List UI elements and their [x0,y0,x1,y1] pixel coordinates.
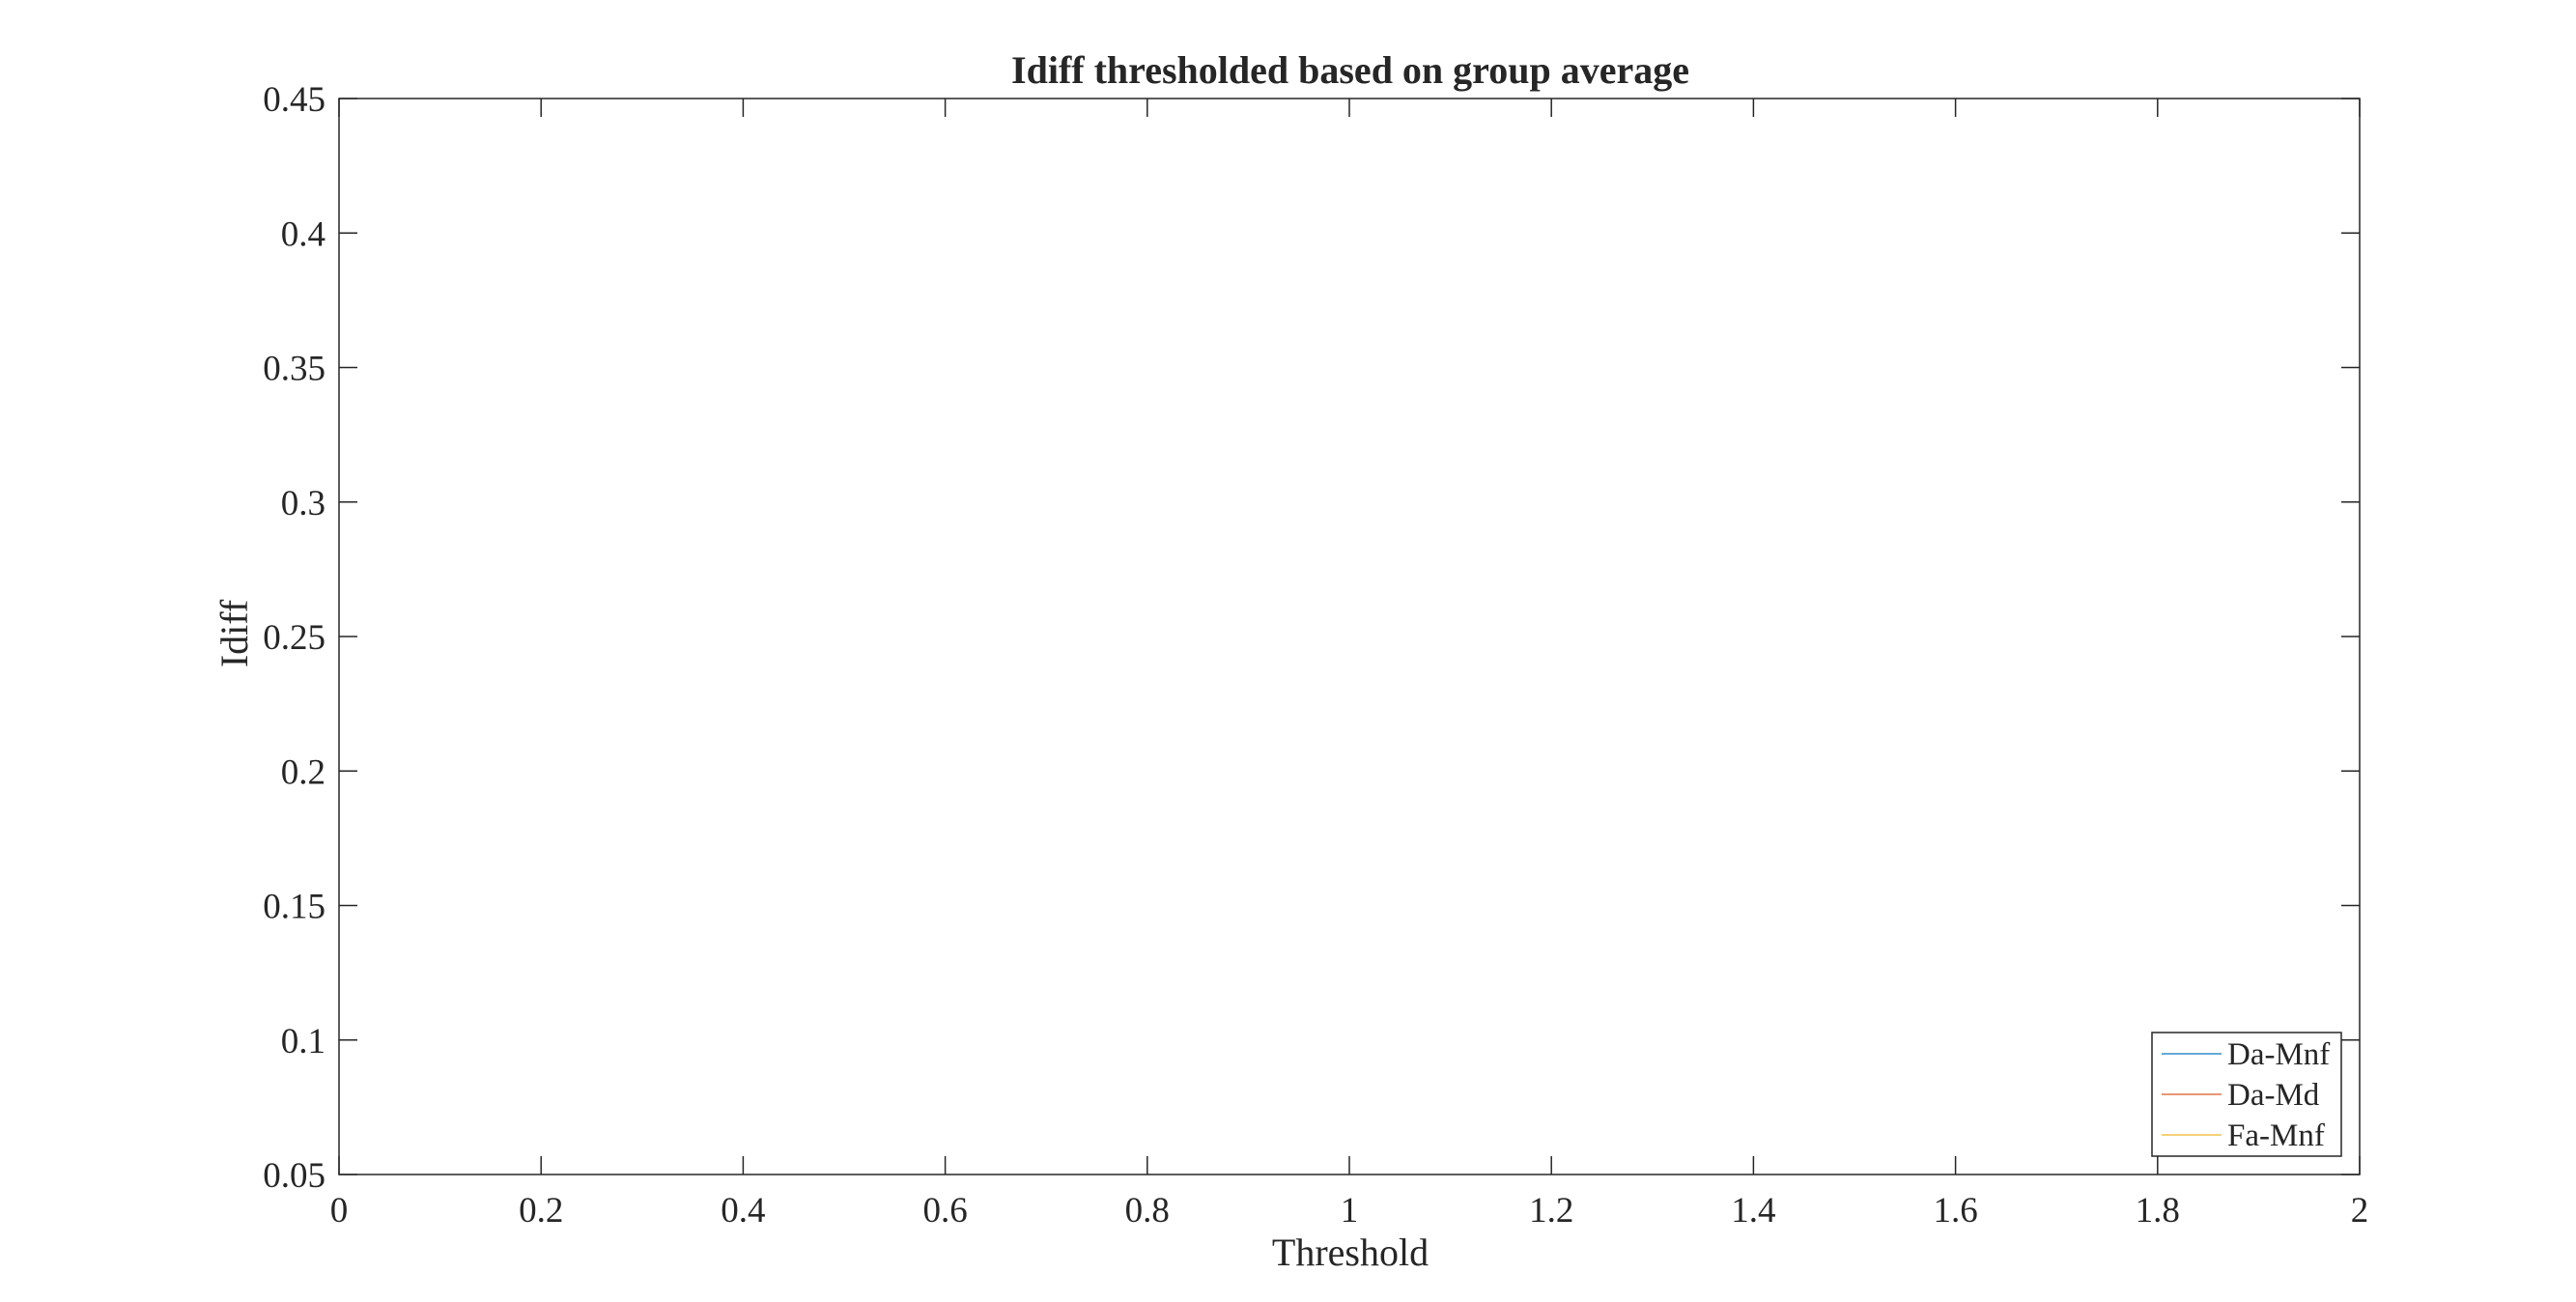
chart-title: Idiff thresholded based on group average [1011,48,1689,92]
x-tick-label: 2 [2351,1191,2369,1231]
x-axis-label: Threshold [1272,1231,1429,1274]
y-tick-label: 0.3 [281,484,326,524]
y-tick-label: 0.1 [281,1022,326,1061]
x-tick-label: 1.4 [1731,1191,1775,1231]
x-tick-label: 0.8 [1125,1191,1170,1231]
legend: Da-Mnf Da-Md Fa-Mnf [2151,1032,2342,1157]
y-tick-label: 0.4 [281,214,326,254]
x-axis-ticks: 0 0.2 0.4 0.6 0.8 1 1.2 1.4 1.6 1.8 2 [330,99,2369,1231]
x-tick-label: 0.6 [922,1191,967,1231]
x-tick-label: 0.4 [721,1191,765,1231]
x-tick-label: 1 [1341,1191,1359,1231]
x-tick-label: 1.2 [1529,1191,1573,1231]
y-tick-label: 0.25 [263,618,326,658]
y-tick-label: 0.2 [281,752,326,792]
plot-axes: 0 0.2 0.4 0.6 0.8 1 1.2 1.4 1.6 1.8 2 0.050.10.150… [263,80,2368,1231]
x-tick-label: 0.2 [519,1191,563,1231]
y-tick-label: 0.15 [263,888,326,927]
axes-box [338,98,2361,1175]
y-tick-label: 0.35 [263,350,326,389]
y-axis-ticks: 0.05 0.1 0.15 0.2 0.25 0.3 0.35 0.4 0.45 [263,80,2360,1196]
legend-entry-label: Fa-Mnf [2227,1118,2325,1153]
y-tick-label: 0.45 [263,80,326,120]
x-tick-label: 1.8 [2136,1191,2180,1231]
x-tick-label: 0 [330,1191,349,1231]
y-tick-label: 0.05 [263,1156,326,1196]
legend-entry-label: Da-Mnf [2227,1037,2330,1072]
legend-entry-label: Da-Md [2227,1078,2320,1113]
x-tick-label: 1.6 [1933,1191,1977,1231]
y-axis-label: Idiff [212,599,256,667]
